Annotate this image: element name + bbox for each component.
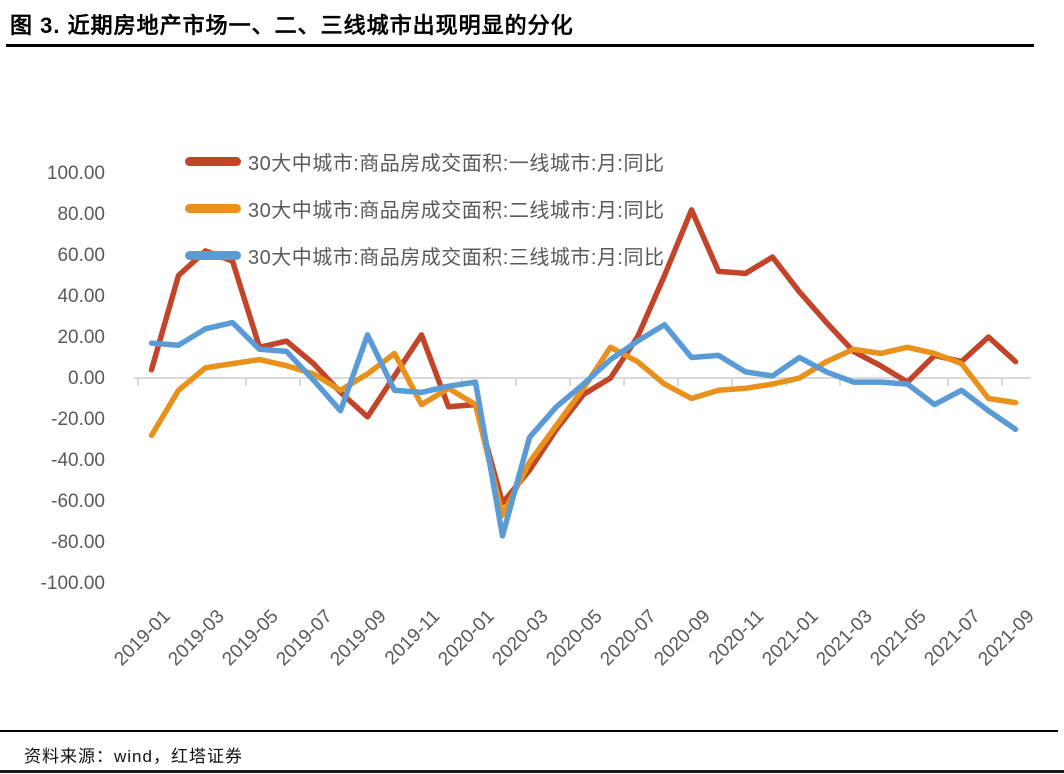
series-line-1 (148, 207, 1019, 506)
legend-label: 30大中城市:商品房成交面积:一线城市:月:同比 (248, 152, 665, 175)
y-axis-tick-label: 80.00 (57, 204, 105, 225)
y-axis-tick-label: 40.00 (57, 286, 105, 307)
y-axis-tick-label: 60.00 (57, 245, 105, 266)
legend-item: 30大中城市:商品房成交面积:三线城市:月:同比 (185, 240, 664, 270)
legend-item: 30大中城市:商品房成交面积:一线城市:月:同比 (185, 146, 664, 176)
y-axis-tick-label: -20.00 (51, 409, 105, 430)
y-axis-tick-label: -60.00 (51, 491, 105, 512)
figure-title: 图 3. 近期房地产市场一、二、三线城市出现明显的分化 (10, 13, 574, 38)
series-line-3 (148, 319, 1019, 539)
line-chart: 100.00 80.00 60.00 40.00 20.00 0.00 -20.00 -40.… (0, 50, 1064, 710)
y-axis-tick-label: -40.00 (51, 450, 105, 471)
legend-item: 30大中城市:商品房成交面积:二线城市:月:同比 (185, 193, 664, 223)
legend-swatch-third_tier (185, 250, 241, 260)
legend-label: 30大中城市:商品房成交面积:二线城市:月:同比 (248, 199, 665, 222)
y-axis-tick-label: 0.00 (68, 368, 105, 389)
y-axis-tick-label: -100.00 (40, 573, 105, 594)
chart-plot-canvas (134, 207, 1031, 539)
chart-legend: 30大中城市:商品房成交面积:一线城市:月:同比 30大中城市:商品房成交面积:二… (185, 146, 664, 287)
page-bottom-rule (0, 770, 1064, 773)
series-line-2 (148, 344, 1019, 519)
legend-swatch-first_tier (185, 156, 241, 166)
y-axis-tick-label: -80.00 (51, 532, 105, 553)
title-underline (6, 44, 1034, 47)
footer-top-rule (0, 730, 1058, 732)
source-note: 资料来源：wind，红塔证券 (24, 747, 243, 766)
legend-label: 30大中城市:商品房成交面积:三线城市:月:同比 (248, 246, 665, 269)
y-axis-tick-label: 20.00 (57, 327, 105, 348)
legend-swatch-second_tier (185, 203, 241, 213)
y-axis-tick-label: 100.00 (46, 163, 105, 184)
